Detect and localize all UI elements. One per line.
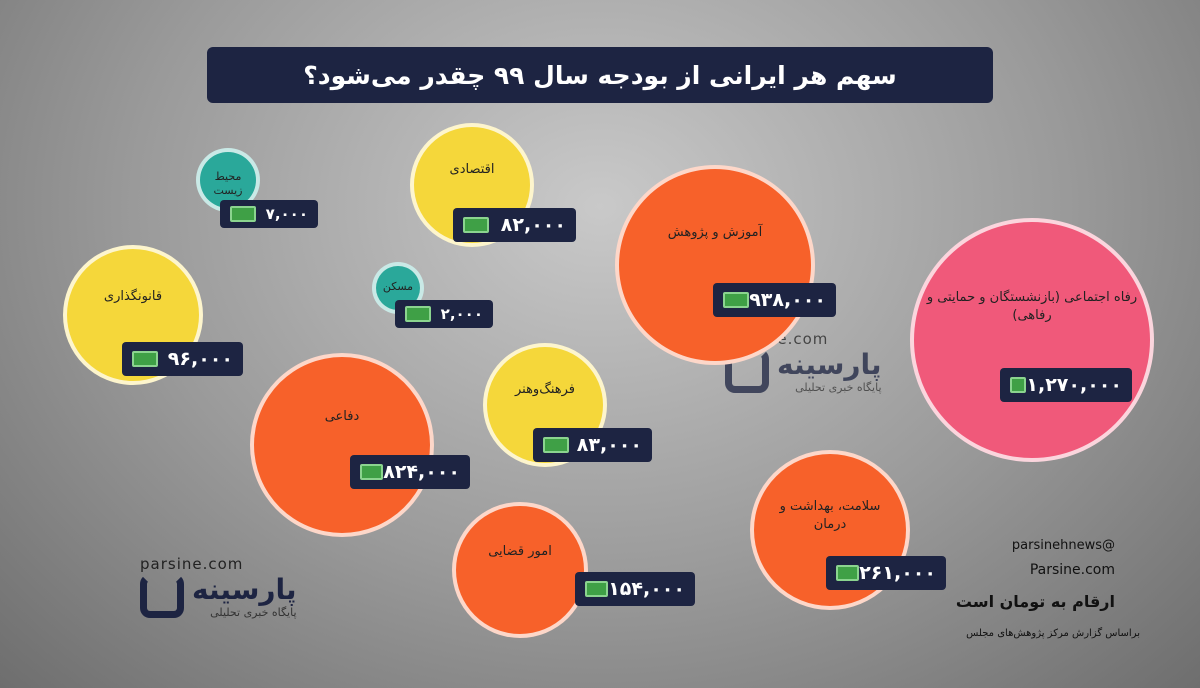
bubble-label: دفاعی: [324, 408, 360, 424]
bubble-label: قانونگذاری: [103, 288, 163, 304]
amount: ۱۵۴,۰۰۰: [608, 578, 685, 600]
title: سهم هر ایرانی از بودجه سال ۹۹ چقدر می‌شو…: [207, 47, 993, 103]
bubble-label: سلامت، بهداشت و درمان: [779, 499, 881, 532]
amount: ۹۳۸,۰۰۰: [749, 289, 826, 311]
money-icon: [723, 292, 749, 308]
amount: ۹۶,۰۰۰: [167, 348, 233, 370]
amount-box: ۲۶۱,۰۰۰: [826, 556, 946, 590]
amount: ۸۳,۰۰۰: [576, 434, 642, 456]
logo-name: پارسینه: [192, 573, 297, 606]
source: براساس گزارش مرکز پژوهش‌های مجلس: [966, 628, 1140, 639]
currency-note: ارقام به تومان است: [955, 592, 1115, 611]
bubble-label: آموزش و پژوهش: [667, 225, 763, 240]
logo-mark: [725, 349, 769, 393]
social: @parsinehnews: [1011, 538, 1115, 553]
amount-box: ۹۶,۰۰۰: [122, 342, 243, 376]
amount: ۷,۰۰۰: [265, 205, 308, 223]
website: Parsine.com: [1029, 562, 1115, 578]
amount: ۲,۰۰۰: [440, 305, 483, 323]
money-icon: [463, 217, 489, 233]
amount-box: ۲,۰۰۰: [395, 300, 493, 328]
bubble-label: فرهنگ‌وهنر: [514, 382, 576, 398]
bubble-label: امور قضایی: [488, 544, 552, 560]
amount: ۸۲۴,۰۰۰: [383, 461, 460, 483]
bubble-label: رفاه اجتماعی (بازنشستگان و حمایتی و رفاه…: [926, 290, 1138, 323]
money-icon: [405, 306, 431, 322]
money-icon: [585, 581, 609, 597]
bubble-label: مسکن: [382, 280, 414, 294]
amount-box: ۸۲۴,۰۰۰: [350, 455, 470, 489]
bubble: دفاعی: [250, 353, 434, 537]
money-icon: [360, 464, 384, 480]
money-icon: [230, 206, 256, 222]
amount-box: ۱,۲۷۰,۰۰۰: [1000, 368, 1132, 402]
bubble: امور قضایی: [452, 502, 588, 638]
money-icon: [1010, 377, 1027, 393]
amount-box: ۷,۰۰۰: [220, 200, 318, 228]
logo-name: پارسینه: [777, 348, 882, 381]
amount-box: ۱۵۴,۰۰۰: [575, 572, 695, 606]
amount: ۸۲,۰۰۰: [500, 214, 566, 236]
amount-box: ۸۳,۰۰۰: [533, 428, 652, 462]
bubble-label: اقتصادی: [449, 162, 495, 178]
bubble: رفاه اجتماعی (بازنشستگان و حمایتی و رفاه…: [910, 218, 1154, 462]
bubble-label: محیط زیست: [213, 169, 243, 198]
amount: ۲۶۱,۰۰۰: [859, 562, 936, 584]
money-icon: [132, 351, 158, 367]
logo: parsine.com پارسینه پایگاه خبری تحلیلی: [140, 555, 297, 619]
logo-tagline: پایگاه خبری تحلیلی: [795, 381, 882, 394]
amount-box: ۹۳۸,۰۰۰: [713, 283, 836, 317]
money-icon: [836, 565, 860, 581]
money-icon: [543, 437, 569, 453]
logo-tagline: پایگاه خبری تحلیلی: [210, 606, 297, 619]
amount-box: ۸۲,۰۰۰: [453, 208, 576, 242]
logo-site: parsine.com: [140, 555, 244, 573]
logo-mark: [140, 574, 184, 618]
amount: ۱,۲۷۰,۰۰۰: [1026, 374, 1122, 396]
bubble: آموزش و پژوهش: [615, 165, 815, 365]
